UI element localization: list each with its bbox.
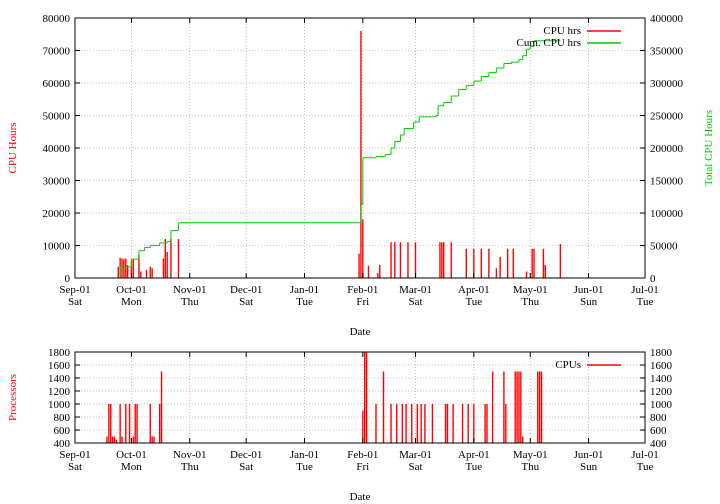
x-tick-label: May-01 — [513, 284, 548, 296]
y2-tick-label: 50000 — [650, 241, 678, 253]
y-tick-label: 30000 — [43, 176, 71, 188]
x-tick-label: Dec-01 — [230, 284, 262, 296]
plot-frame — [74, 351, 646, 444]
y2-tick-label: 400000 — [650, 13, 684, 25]
y2-tick-label: 200000 — [650, 143, 684, 155]
x-tick-label: Apr-01 — [458, 284, 490, 296]
y2-tick-label: 150000 — [650, 176, 684, 188]
y-tick-label: 400 — [54, 438, 71, 450]
y-tick-label: 0 — [65, 273, 71, 285]
x-tick-label: Sep-01 — [59, 449, 90, 461]
y2-tick-label: 350000 — [650, 46, 684, 58]
gridlines — [75, 18, 645, 278]
y2-tick-label: 1400 — [650, 373, 673, 385]
y2-tick-label: 300000 — [650, 78, 684, 90]
y-tick-label: 1200 — [48, 386, 71, 398]
y-tick-label: 20000 — [43, 208, 71, 220]
chart-panel-1: 0 10000 20000 30000 40000 50000 60000 70000 8000… — [7, 13, 715, 338]
x-tick-day-label: Tue — [637, 296, 654, 308]
y2-tick-label: 1800 — [650, 347, 673, 359]
x-tick-day-label: Thu — [181, 461, 199, 473]
x-tick-day-label: Thu — [521, 461, 539, 473]
x-axis-label: Date — [350, 326, 371, 338]
x-tick-label: Jun-01 — [574, 284, 604, 296]
x-tick-label: Feb-01 — [347, 449, 378, 461]
x-tick-day-label: Mon — [121, 296, 142, 308]
y-tick-label: 600 — [54, 425, 71, 437]
y-tick-label: 1400 — [48, 373, 71, 385]
x-tick-day-label: Tue — [465, 461, 482, 473]
y2-tick-label: 800 — [650, 412, 667, 424]
y2-tick-label: 600 — [650, 425, 667, 437]
y-tick-label: 800 — [54, 412, 71, 424]
x-tick-label: Jun-01 — [574, 449, 604, 461]
x-tick-label: Jul-01 — [631, 284, 659, 296]
series-0 — [117, 31, 562, 278]
x-tick-day-label: Sat — [239, 296, 253, 308]
x-tick-label: Oct-01 — [116, 284, 147, 296]
y2-tick-label: 0 — [650, 273, 656, 285]
y2-tick-label: 1000 — [650, 399, 673, 411]
x-tick-label: Mar-01 — [399, 284, 432, 296]
y2-tick-label: 100000 — [650, 208, 684, 220]
y-tick-label: 70000 — [43, 46, 71, 58]
x-tick-day-label: Tue — [296, 461, 313, 473]
x-tick-label: Dec-01 — [230, 449, 262, 461]
y-tick-label: 1600 — [48, 360, 71, 372]
y-axis-label: Processors — [7, 374, 19, 421]
x-tick-day-label: Tue — [637, 461, 654, 473]
x-tick-day-label: Fri — [356, 461, 369, 473]
x-tick-label: Sep-01 — [59, 284, 90, 296]
y-tick-label: 80000 — [43, 13, 71, 25]
y2-tick-label: 1600 — [650, 360, 673, 372]
x-tick-label: Nov-01 — [173, 284, 207, 296]
x-tick-label: Feb-01 — [347, 284, 378, 296]
chart-panel-2: 4006008001000120014001600180040060080010… — [7, 347, 673, 503]
y2-tick-label: 1200 — [650, 386, 673, 398]
x-tick-label: Apr-01 — [458, 449, 490, 461]
x-tick-day-label: Mon — [121, 461, 142, 473]
x-tick-day-label: Sun — [580, 461, 598, 473]
x-tick-day-label: Sat — [239, 461, 253, 473]
x-tick-label: Jan-01 — [290, 284, 319, 296]
x-tick-day-label: Sat — [68, 296, 82, 308]
x-tick-day-label: Tue — [296, 296, 313, 308]
x-tick-day-label: Sat — [68, 461, 82, 473]
legend-label: Cum. CPU hrs — [517, 37, 582, 49]
x-tick-label: Mar-01 — [399, 449, 432, 461]
x-tick-label: Oct-01 — [116, 449, 147, 461]
x-axis-label: Date — [350, 491, 371, 503]
x-tick-day-label: Sat — [408, 461, 422, 473]
y-tick-label: 40000 — [43, 143, 71, 155]
x-tick-label: Jul-01 — [631, 449, 659, 461]
y-axis-label: CPU Hours — [7, 122, 19, 173]
y-tick-label: 1800 — [48, 347, 71, 359]
y2-axis-label: Total CPU Hours — [703, 110, 715, 186]
y-tick-label: 10000 — [43, 241, 71, 253]
y2-tick-label: 400 — [650, 438, 667, 450]
x-tick-label: Jan-01 — [290, 449, 319, 461]
legend-label: CPUs — [555, 359, 581, 371]
y-tick-label: 1000 — [48, 399, 71, 411]
x-tick-day-label: Thu — [181, 296, 199, 308]
series-0 — [106, 352, 543, 443]
y2-tick-label: 250000 — [650, 111, 684, 123]
x-tick-day-label: Tue — [465, 296, 482, 308]
x-tick-day-label: Fri — [356, 296, 369, 308]
legend-label: CPU hrs — [543, 25, 581, 37]
x-tick-day-label: Thu — [521, 296, 539, 308]
y-tick-label: 50000 — [43, 111, 71, 123]
y-tick-label: 60000 — [43, 78, 71, 90]
x-tick-day-label: Sat — [408, 296, 422, 308]
x-tick-label: May-01 — [513, 449, 548, 461]
x-tick-label: Nov-01 — [173, 449, 207, 461]
series-1 — [75, 40, 561, 279]
x-tick-day-label: Sun — [580, 296, 598, 308]
